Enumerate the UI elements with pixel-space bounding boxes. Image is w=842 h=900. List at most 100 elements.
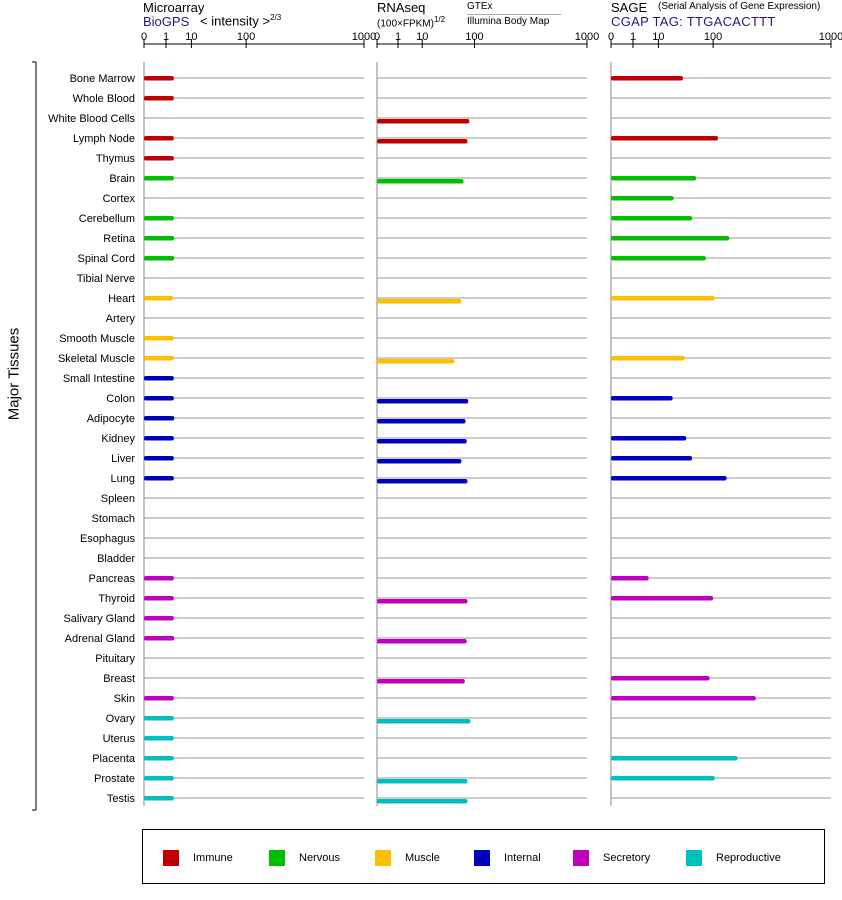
sage-tick-label-1000: 1000: [819, 31, 842, 43]
sage-subtitle: (Serial Analysis of Gene Expression): [658, 1, 821, 12]
sage-tick-label-100: 100: [704, 31, 722, 43]
rnaseq-bar-kidney: [377, 439, 467, 444]
rnaseq-bar-lung: [377, 479, 468, 484]
microarray-bar-brain: [144, 176, 174, 181]
category-label-skeletal-muscle: Skeletal Muscle: [58, 353, 135, 365]
rnaseq-source-gtex: GTEx: [467, 1, 493, 12]
category-label-thymus: Thymus: [96, 153, 136, 165]
legend-label-muscle: Muscle: [405, 852, 440, 864]
microarray-bar-bone-marrow: [144, 76, 174, 81]
microarray-bar-pancreas: [144, 576, 174, 581]
microarray-bar-retina: [144, 236, 175, 241]
rnaseq-tick-label-1: 1: [395, 31, 401, 43]
microarray-bar-ovary: [144, 716, 174, 721]
microarray-bar-adrenal-gland: [144, 636, 175, 641]
sage-bar-spinal-cord: [611, 256, 706, 261]
microarray-unit-exponent: 2/3: [270, 13, 282, 22]
rnaseq-tick-label-1000: 1000: [575, 31, 599, 43]
category-label-bladder: Bladder: [97, 553, 135, 565]
category-label-kidney: Kidney: [101, 433, 135, 445]
sage-bar-thyroid: [611, 596, 714, 601]
sage-bar-retina: [611, 236, 730, 241]
microarray-bar-kidney: [144, 436, 174, 441]
microarray-bar-skeletal-muscle: [144, 356, 174, 361]
rnaseq-bar-prostate: [377, 779, 468, 784]
microarray-bar-small-intestine: [144, 376, 174, 381]
microarray-bar-testis: [144, 796, 174, 801]
legend-label-nervous: Nervous: [299, 852, 340, 864]
category-label-spinal-cord: Spinal Cord: [78, 253, 135, 265]
sage-bar-lung: [611, 476, 727, 481]
category-label-colon: Colon: [106, 393, 135, 405]
category-label-smooth-muscle: Smooth Muscle: [59, 333, 135, 345]
rnaseq-bar-adrenal-gland: [377, 639, 467, 644]
category-label-liver: Liver: [111, 453, 135, 465]
sage-tick-label-1: 1: [630, 31, 636, 43]
sage-tag: CGAP TAG: TTGACACTTT: [611, 14, 776, 29]
microarray-bar-smooth-muscle: [144, 336, 174, 341]
rnaseq-bar-brain: [377, 179, 464, 184]
category-label-adrenal-gland: Adrenal Gland: [65, 633, 135, 645]
sage-bar-lymph-node: [611, 136, 718, 141]
microarray-bar-placenta: [144, 756, 174, 761]
sage-bar-liver: [611, 456, 693, 461]
microarray-bar-prostate: [144, 776, 174, 781]
rnaseq-bar-liver: [377, 459, 462, 464]
rnaseq-bar-lymph-node: [377, 139, 468, 144]
microarray-tick-label-0: 0: [141, 31, 147, 43]
rnaseq-bar-colon: [377, 399, 469, 404]
category-label-pituitary: Pituitary: [95, 653, 135, 665]
category-label-adipocyte: Adipocyte: [87, 413, 135, 425]
category-label-uterus: Uterus: [103, 733, 136, 745]
legend-swatch-immune: [163, 850, 179, 866]
sage-title: SAGE: [611, 0, 648, 15]
category-label-breast: Breast: [103, 673, 135, 685]
category-label-artery: Artery: [106, 313, 136, 325]
category-label-salivary-gland: Salivary Gland: [63, 613, 135, 625]
category-label-cortex: Cortex: [103, 193, 136, 205]
sage-bar-colon: [611, 396, 673, 401]
legend-label-reproductive: Reproductive: [716, 852, 781, 864]
category-label-heart: Heart: [108, 293, 135, 305]
category-label-cerebellum: Cerebellum: [79, 213, 135, 225]
rnaseq-bar-testis: [377, 799, 468, 804]
sage-bar-placenta: [611, 756, 738, 761]
rnaseq-bar-breast: [377, 679, 465, 684]
category-label-lung: Lung: [111, 473, 135, 485]
category-label-white-blood-cells: White Blood Cells: [48, 113, 135, 125]
rnaseq-tick-label-0: 0: [374, 31, 380, 43]
rnaseq-bar-white-blood-cells: [377, 119, 470, 124]
category-label-thyroid: Thyroid: [98, 593, 135, 605]
rnaseq-bar-heart: [377, 299, 462, 304]
legend-swatch-muscle: [375, 850, 391, 866]
legend-label-secretory: Secretory: [603, 852, 651, 864]
rnaseq-source-ibm: Illumina Body Map: [467, 16, 550, 27]
rnaseq-tick-label-100: 100: [465, 31, 483, 43]
rnaseq-bar-thyroid: [377, 599, 468, 604]
sage-bar-brain: [611, 176, 697, 181]
category-label-whole-blood: Whole Blood: [73, 93, 135, 105]
rnaseq-unit-exponent: 1/2: [433, 15, 446, 24]
category-label-skin: Skin: [114, 693, 135, 705]
rnaseq-source-divider: [467, 14, 561, 15]
microarray-bar-colon: [144, 396, 174, 401]
category-label-lymph-node: Lymph Node: [73, 133, 135, 145]
category-label-prostate: Prostate: [94, 773, 135, 785]
category-label-ovary: Ovary: [106, 713, 136, 725]
legend-swatch-reproductive: [686, 850, 702, 866]
microarray-bar-salivary-gland: [144, 616, 174, 621]
sage-tick-label-0: 0: [608, 31, 614, 43]
rnaseq-unit: (100×FPKM)1/2: [377, 16, 445, 29]
microarray-bar-lymph-node: [144, 136, 174, 141]
category-label-stomach: Stomach: [92, 513, 135, 525]
category-label-esophagus: Esophagus: [80, 533, 136, 545]
sage-bar-skin: [611, 696, 756, 701]
legend: Immune Nervous Muscle Internal Secretory…: [142, 829, 825, 884]
microarray-tick-label-10: 10: [185, 31, 197, 43]
rnaseq-tick-label-10: 10: [416, 31, 428, 43]
legend-swatch-secretory: [573, 850, 589, 866]
microarray-bar-skin: [144, 696, 174, 701]
microarray-bar-thymus: [144, 156, 174, 161]
microarray-bar-cerebellum: [144, 216, 174, 221]
